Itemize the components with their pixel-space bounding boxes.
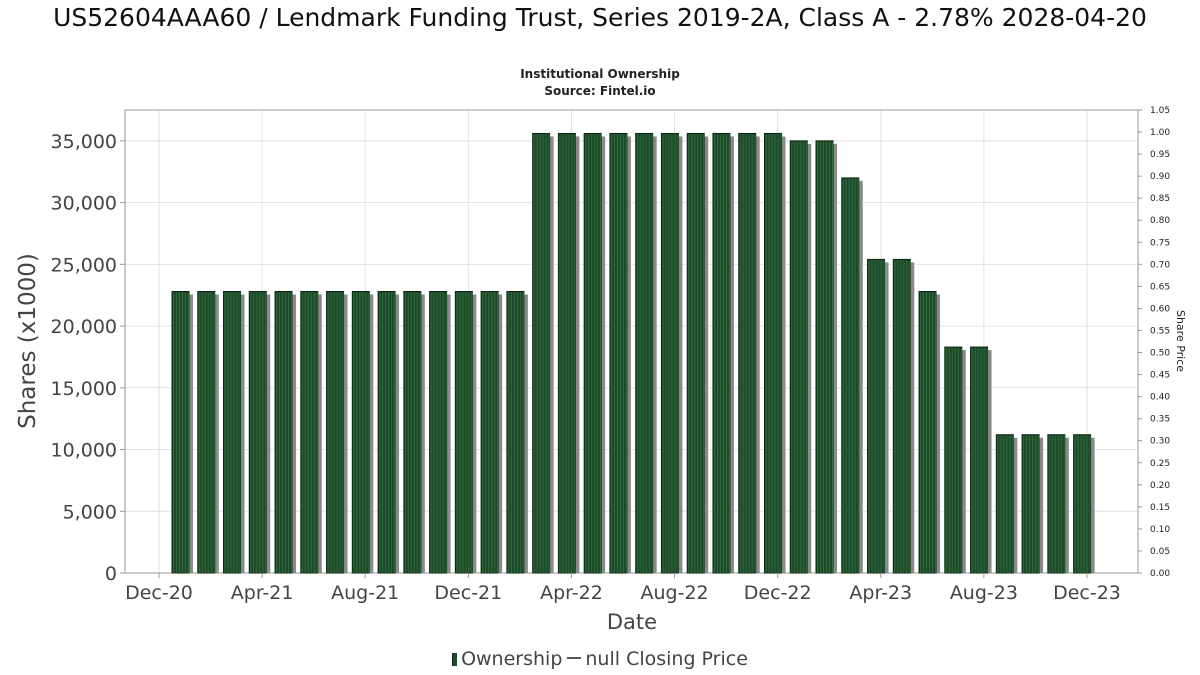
y-tick-label: 25,000 xyxy=(51,254,117,276)
x-tick-label: Aug-23 xyxy=(950,582,1018,604)
bar xyxy=(1073,434,1092,574)
bar xyxy=(789,140,808,574)
y2-tick-label: 0.50 xyxy=(1150,349,1170,359)
bar xyxy=(197,290,216,574)
bar xyxy=(763,132,782,574)
y2-tick-label: 0.75 xyxy=(1150,238,1170,248)
y2-tick-label: 0.35 xyxy=(1150,415,1170,425)
y2-tick-label: 0.00 xyxy=(1150,569,1170,579)
bar xyxy=(712,132,731,574)
y-axis-label: Shares (x1000) xyxy=(15,253,41,429)
y2-tick-label: 0.60 xyxy=(1150,304,1170,314)
y2-tick-label: 0.70 xyxy=(1150,260,1170,270)
bar xyxy=(223,290,242,574)
bar xyxy=(248,290,267,574)
y2-tick-label: 1.00 xyxy=(1150,128,1170,138)
bar xyxy=(1021,434,1040,574)
x-axis: Dec-20 Apr-21 Aug-21 Dec-21 Apr-22 Aug-22 Dec-… xyxy=(125,573,1121,604)
bar xyxy=(326,290,345,574)
y-tick-label: 35,000 xyxy=(51,131,117,153)
bar xyxy=(635,132,654,574)
price-legend-label: null Closing Price xyxy=(585,648,748,670)
x-tick-label: Aug-22 xyxy=(640,582,708,604)
bar xyxy=(480,290,499,574)
y2-tick-label: 0.40 xyxy=(1150,393,1170,403)
bar xyxy=(1047,434,1066,574)
bar xyxy=(351,290,370,574)
chart-source: Source: Fintel.io xyxy=(544,84,656,98)
y2-tick-label: 0.55 xyxy=(1150,326,1170,336)
bar xyxy=(995,434,1014,574)
y2-tick-label: 0.80 xyxy=(1150,216,1170,226)
bar xyxy=(686,132,705,574)
chart-title: US52604AAA60 / Lendmark Funding Trust, S… xyxy=(53,3,1147,32)
bar xyxy=(403,290,422,574)
x-axis-label: Date xyxy=(607,610,657,634)
bar xyxy=(377,290,396,574)
y2-tick-label: 0.20 xyxy=(1150,481,1170,491)
price-legend-line xyxy=(567,657,582,659)
y-tick-label: 30,000 xyxy=(51,193,117,215)
x-tick-label: Aug-21 xyxy=(331,582,399,604)
y2-tick-label: 1.05 xyxy=(1150,106,1170,116)
bar xyxy=(583,132,602,574)
x-tick-label: Apr-22 xyxy=(540,582,603,604)
bar xyxy=(171,290,190,574)
y-axis: 0 5,000 10,000 15,000 20,000 25,000 30,000 35,0… xyxy=(51,131,125,585)
bar xyxy=(532,132,551,574)
bar xyxy=(274,290,293,574)
bar xyxy=(892,258,911,574)
ownership-legend-swatch xyxy=(452,653,458,666)
y2-tick-label: 0.95 xyxy=(1150,150,1170,160)
y2-axis-label: Share Price xyxy=(1174,310,1187,372)
y-tick-label: 15,000 xyxy=(51,378,117,400)
bars-group xyxy=(171,132,1095,574)
x-tick-label: Dec-20 xyxy=(125,582,193,604)
bar xyxy=(454,290,473,574)
y-tick-label: 20,000 xyxy=(51,316,117,338)
ownership-legend-label: Ownership xyxy=(461,648,563,670)
y-tick-label: 0 xyxy=(105,563,117,585)
bar xyxy=(429,290,448,574)
bar xyxy=(557,132,576,574)
legend: Ownership null Closing Price xyxy=(0,648,1200,670)
bar xyxy=(815,140,834,574)
x-tick-label: Apr-23 xyxy=(849,582,912,604)
y-tick-label: 5,000 xyxy=(63,501,117,523)
plot-frame xyxy=(124,109,1139,574)
y2-tick-label: 0.30 xyxy=(1150,437,1170,447)
x-tick-label: Dec-22 xyxy=(744,582,812,604)
y2-tick-label: 0.65 xyxy=(1150,282,1170,292)
y2-tick-label: 0.90 xyxy=(1150,172,1170,182)
bar xyxy=(918,290,937,574)
bar xyxy=(738,132,757,574)
x-tick-label: Apr-21 xyxy=(231,582,294,604)
bar xyxy=(506,290,525,574)
y2-axis: 0.00 0.05 0.10 0.15 0.20 0.25 0.30 0.35 0.40 0.45… xyxy=(1138,106,1170,579)
y2-tick-label: 0.25 xyxy=(1150,459,1170,469)
y-tick-label: 10,000 xyxy=(51,440,117,462)
chart-subtitle: Institutional Ownership xyxy=(520,67,680,81)
bar xyxy=(841,177,860,574)
bar xyxy=(300,290,319,574)
y2-tick-label: 0.45 xyxy=(1150,371,1170,381)
y2-tick-label: 0.85 xyxy=(1150,194,1170,204)
bar xyxy=(660,132,679,574)
bar xyxy=(970,346,989,574)
y2-tick-label: 0.10 xyxy=(1150,525,1170,535)
bar xyxy=(609,132,628,574)
bar xyxy=(867,258,886,574)
x-tick-label: Dec-23 xyxy=(1053,582,1121,604)
y2-tick-label: 0.15 xyxy=(1150,503,1170,513)
y2-tick-label: 0.05 xyxy=(1150,547,1170,557)
bar xyxy=(944,346,963,574)
x-tick-label: Dec-21 xyxy=(434,582,502,604)
